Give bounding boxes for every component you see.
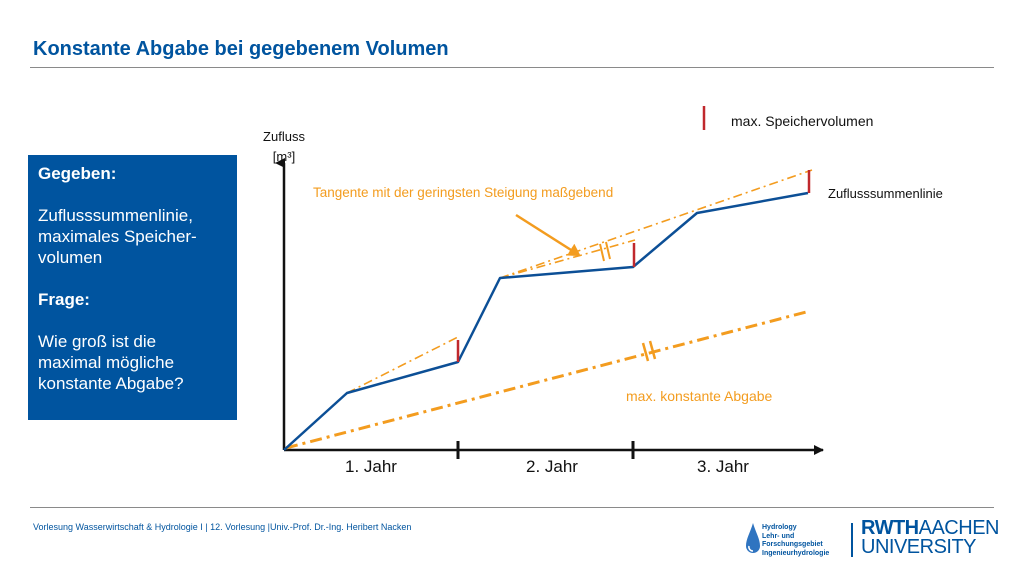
hydro-line-1: Hydrology (762, 524, 797, 531)
parallel-mark-upper-a (599, 243, 605, 262)
aachen-wordmark: AACHEN (918, 517, 1000, 539)
question-line-3: konstante Abgabe? (38, 374, 184, 393)
y-axis-label: Zufluss (263, 129, 305, 144)
max-release-line (285, 309, 811, 450)
question-line-1: Wie groß ist die (38, 332, 157, 351)
question-heading: Frage: (38, 290, 90, 309)
cumulative-inflow-line (283, 191, 809, 451)
footer-text: Vorlesung Wasserwirtschaft & Hydrologie … (33, 522, 412, 532)
parallel-mark-lower-a (641, 342, 650, 362)
cumulative-line-label: Zuflusssummenlinie (828, 186, 943, 201)
tangent-critical (499, 169, 813, 279)
parallel-mark-lower-b (648, 340, 657, 360)
hydro-line-4: Ingenieurhydrologie (762, 549, 830, 557)
university-wordmark: UNIVERSITY (861, 536, 977, 558)
water-drop-icon (746, 523, 760, 553)
rwth-wordmark: RWTH (861, 517, 919, 539)
x-label-year-2: 2. Jahr (526, 457, 578, 476)
hydro-line-3: Forschungsgebiet (762, 541, 823, 548)
given-line-2: maximales Speicher- (38, 227, 197, 246)
hydro-line-2: Lehr- und (762, 532, 795, 540)
x-label-year-1: 1. Jahr (345, 457, 397, 476)
logo-separator (851, 523, 853, 557)
storage-legend-label: max. Speichervolumen (731, 113, 873, 129)
given-line-1: Zuflusssummenlinie, (38, 206, 193, 225)
tangent-arrow (515, 213, 581, 257)
rwth-logo: RWTHAACHEN UNIVERSITY (861, 517, 1000, 558)
max-release-label: max. konstante Abgabe (626, 388, 773, 404)
x-label-year-3: 3. Jahr (697, 457, 749, 476)
info-box: Gegeben: Zuflusssummenlinie, maximales S… (28, 155, 237, 420)
hydrology-logo-text: Hydrology Lehr- und Forschungsgebiet Ing… (762, 524, 829, 558)
given-heading: Gegeben: (38, 164, 117, 183)
title-divider (30, 67, 994, 68)
tangent-year-1 (346, 336, 459, 394)
footer-divider (30, 507, 994, 508)
question-line-2: maximal mögliche (38, 353, 175, 372)
tangent-year-2 (499, 239, 636, 279)
given-line-3: volumen (38, 248, 103, 267)
parallel-mark-upper-b (605, 241, 611, 260)
page-title: Konstante Abgabe bei gegebenem Volumen (33, 38, 449, 60)
y-axis-unit: [m³] (273, 149, 295, 164)
tangent-label: Tangente mit der geringsten Steigung maß… (313, 185, 613, 200)
